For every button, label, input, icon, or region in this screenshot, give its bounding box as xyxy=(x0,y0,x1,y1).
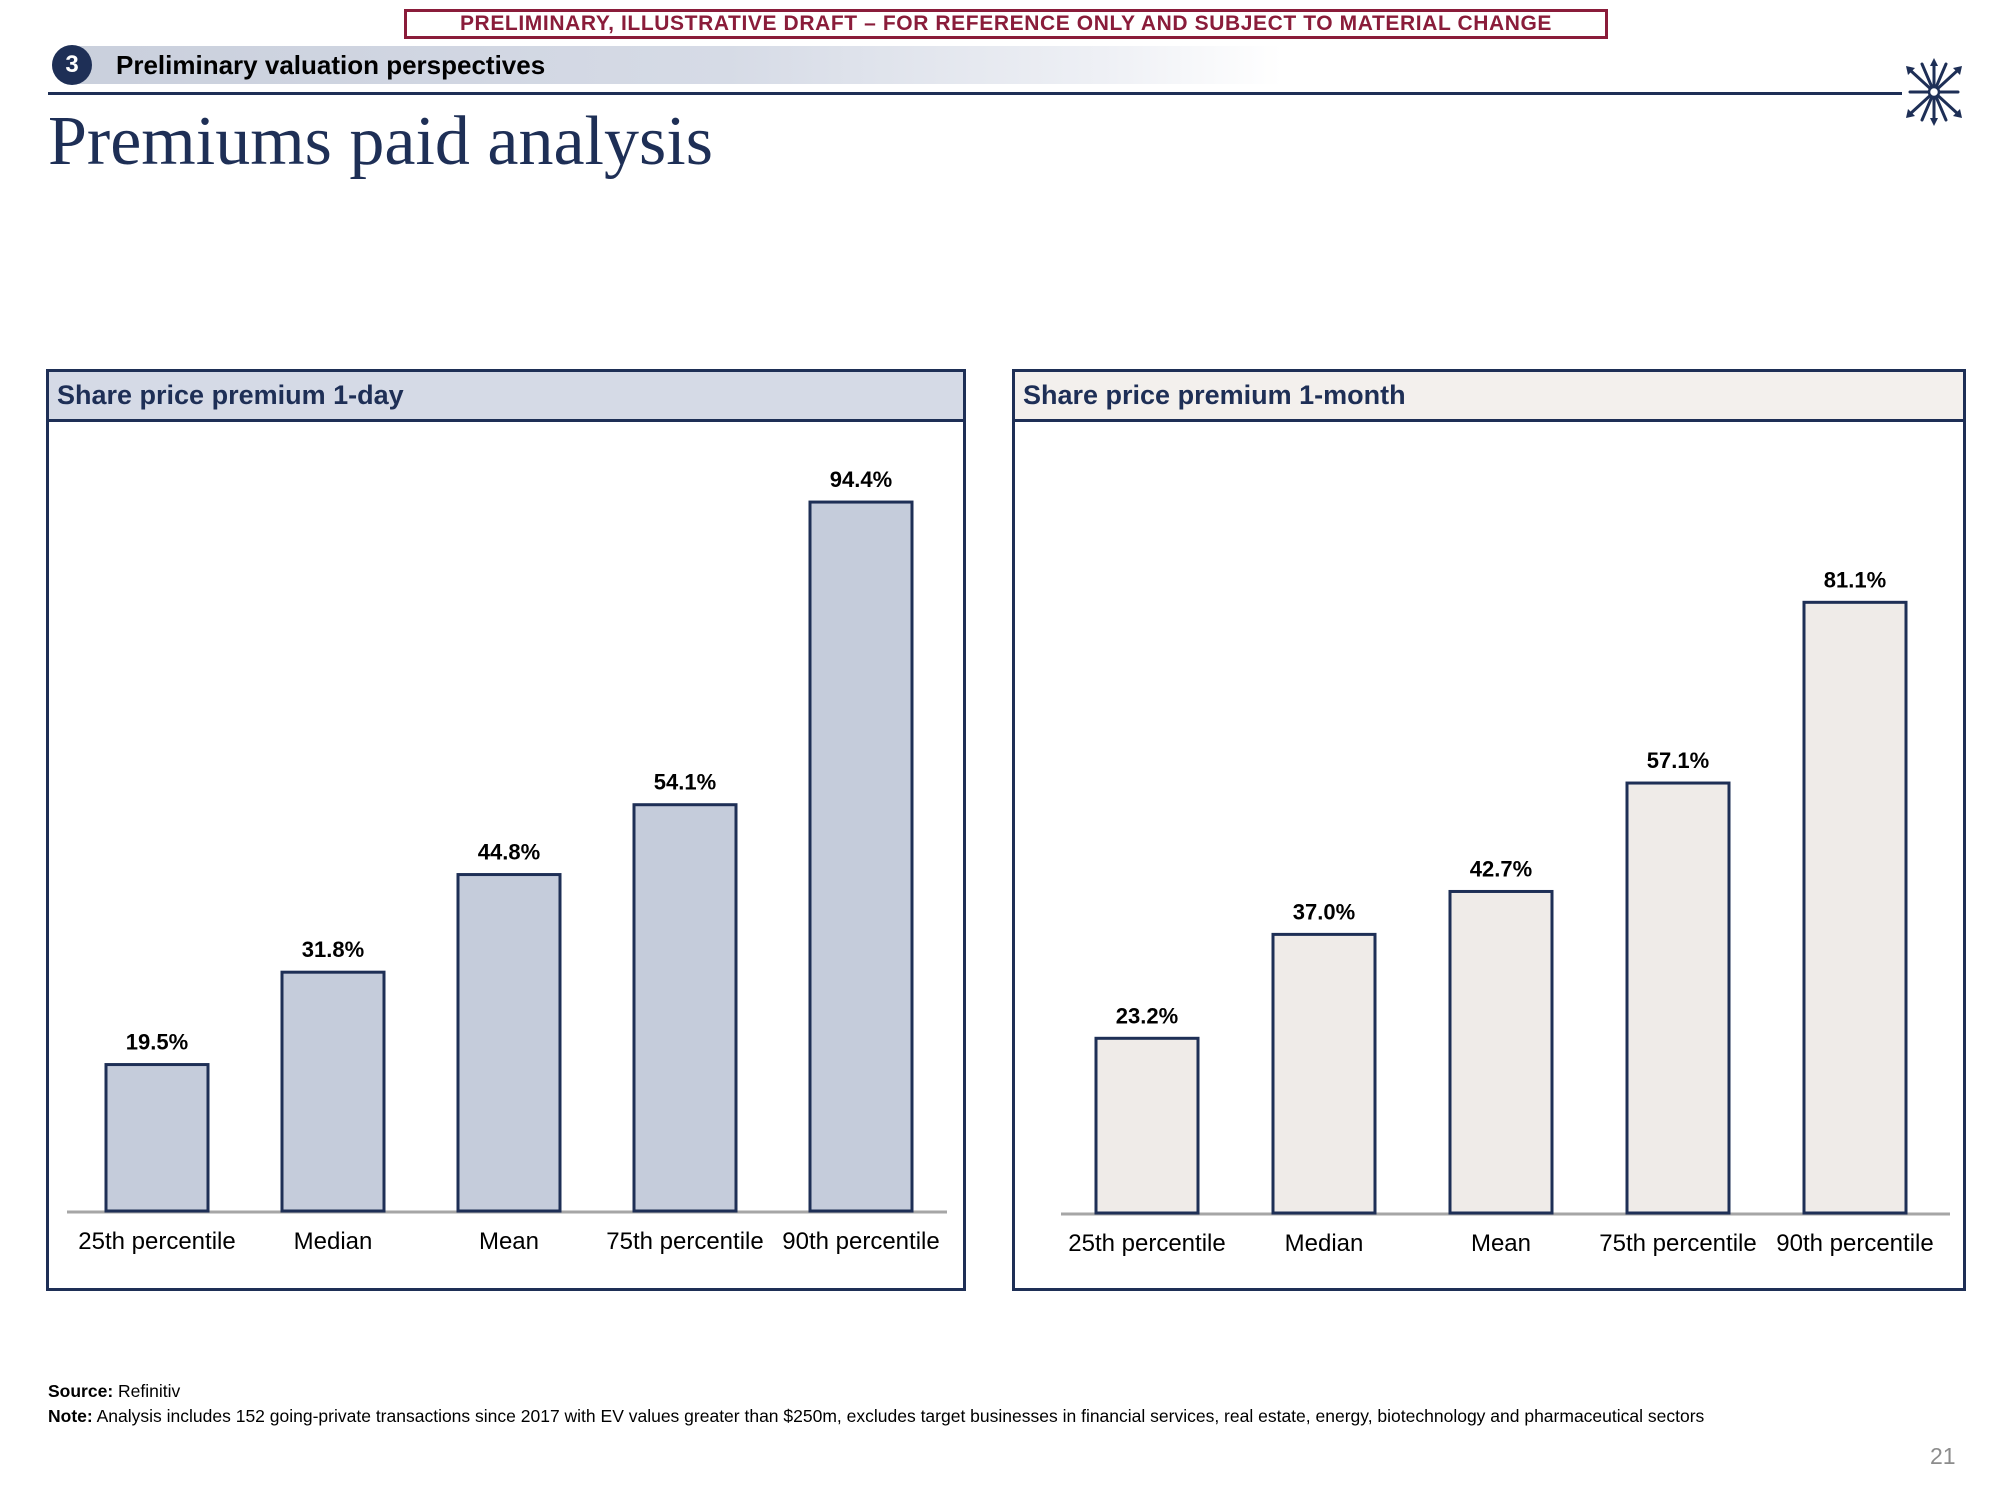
data-label: 57.1% xyxy=(1647,748,1709,773)
note-label: Note: xyxy=(48,1406,93,1426)
chart-panel-1-day: Share price premium 1-day 19.5% 25th perc… xyxy=(46,369,966,1291)
data-label: 94.4% xyxy=(830,467,892,492)
bar-90th-percentile xyxy=(808,500,914,1213)
bar-mean xyxy=(1448,889,1554,1215)
source-text: Refinitiv xyxy=(118,1381,181,1401)
x-tick-label: 75th percentile xyxy=(1599,1230,1756,1257)
x-tick-label: 25th percentile xyxy=(78,1228,235,1255)
arrows-bundle-logo-icon xyxy=(1906,58,1962,126)
note-line: Note: Analysis includes 152 going-privat… xyxy=(48,1404,1748,1429)
section-title: Preliminary valuation perspectives xyxy=(116,50,546,80)
chart-title: Share price premium 1-day xyxy=(49,372,963,422)
section-bar xyxy=(52,46,1552,84)
page-title: Premiums paid analysis xyxy=(48,103,713,180)
bar-75th-percentile xyxy=(1625,781,1731,1215)
note-text: Analysis includes 152 going-private tran… xyxy=(96,1406,1705,1426)
draft-banner: PRELIMINARY, ILLUSTRATIVE DRAFT – FOR RE… xyxy=(404,9,1608,39)
bar-25th-percentile xyxy=(104,1063,210,1213)
x-tick-label: Mean xyxy=(479,1228,539,1255)
bar-75th-percentile xyxy=(632,803,738,1213)
data-label: 19.5% xyxy=(126,1030,188,1055)
footnote: Source: Refinitiv Note: Analysis include… xyxy=(48,1379,1748,1429)
page-number: 21 xyxy=(1930,1443,1956,1469)
data-label: 23.2% xyxy=(1116,1003,1178,1028)
x-tick-label: Mean xyxy=(1471,1230,1531,1257)
data-label: 31.8% xyxy=(302,937,364,962)
bar-chart-1-day: 19.5% 25th percentile 31.8% Median 44.8% Mean… xyxy=(67,467,947,1255)
bar-mean xyxy=(456,873,562,1213)
section-number-badge: 3 xyxy=(52,45,92,85)
data-label: 44.8% xyxy=(478,840,540,865)
bar-median xyxy=(280,970,386,1213)
bar-90th-percentile xyxy=(1802,600,1908,1215)
data-label: 54.1% xyxy=(654,770,716,795)
header-divider xyxy=(48,92,1902,95)
x-tick-label: Median xyxy=(294,1228,373,1255)
bar-25th-percentile xyxy=(1094,1036,1200,1215)
data-label: 37.0% xyxy=(1293,899,1355,924)
x-tick-label: Median xyxy=(1285,1230,1364,1257)
bar-chart-1-month: 23.2% 25th percentile 37.0% Median 42.7% Mean… xyxy=(1061,567,1950,1257)
source-label: Source: xyxy=(48,1381,114,1401)
x-tick-label: 25th percentile xyxy=(1068,1230,1225,1257)
chart-panel-1-month: Share price premium 1-month 23.2% 25th pe… xyxy=(1012,369,1966,1291)
x-tick-label: 75th percentile xyxy=(606,1228,763,1255)
data-label: 42.7% xyxy=(1470,856,1532,881)
source-line: Source: Refinitiv xyxy=(48,1379,1748,1404)
chart-title: Share price premium 1-month xyxy=(1015,372,1963,422)
data-label: 81.1% xyxy=(1824,567,1886,592)
x-tick-label: 90th percentile xyxy=(1776,1230,1933,1257)
bar-median xyxy=(1271,932,1377,1215)
x-tick-label: 90th percentile xyxy=(782,1228,939,1255)
